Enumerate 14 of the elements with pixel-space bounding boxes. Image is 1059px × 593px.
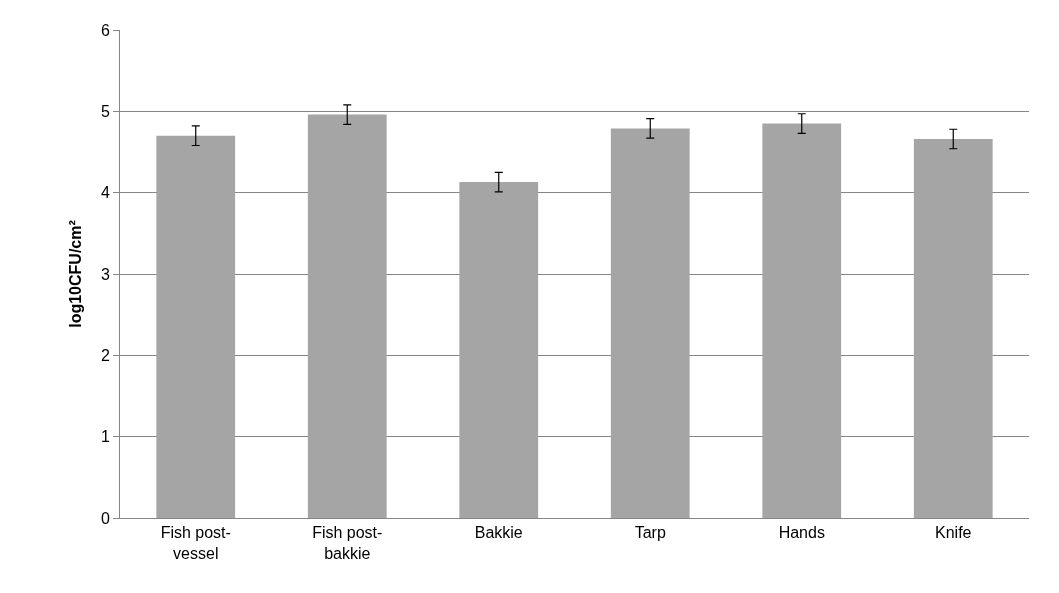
y-tick-label: 3 <box>100 265 110 283</box>
x-tick-label: Fish post-vessel <box>160 524 231 562</box>
x-tick-label: Hands <box>778 524 825 542</box>
y-tick-label: 0 <box>100 509 110 527</box>
x-tick-label: Knife <box>935 524 972 542</box>
y-tick-label: 1 <box>100 428 110 446</box>
y-tick-label: 4 <box>100 184 110 202</box>
x-tick-label: Tarp <box>634 524 666 542</box>
y-tick-label: 6 <box>100 21 110 39</box>
y-tick-label: 5 <box>100 102 110 120</box>
y-tick-label: 2 <box>100 346 110 364</box>
x-tick-label: Bakkie <box>474 524 523 542</box>
y-axis-title: log10CFU/cm² <box>66 220 84 328</box>
x-tick-label: Fish post-bakkie <box>312 524 383 562</box>
